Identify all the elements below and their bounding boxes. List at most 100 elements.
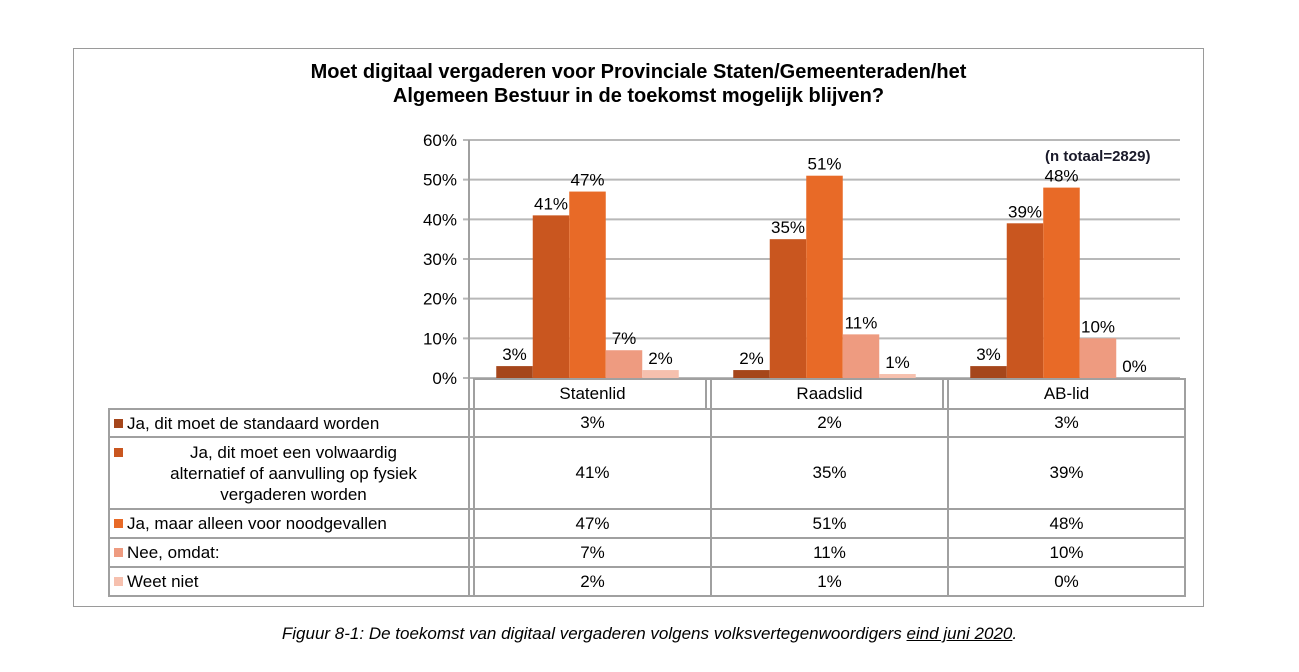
table-row: Weet niet 2% 1% 0% <box>108 566 1186 597</box>
value: 47% <box>575 513 610 533</box>
bar <box>605 350 643 378</box>
value: 7% <box>580 542 605 562</box>
data-label: 10% <box>1081 317 1115 336</box>
cell-value: 0% <box>947 566 1186 597</box>
y-tick-label: 40% <box>423 210 457 229</box>
y-tick-label: 60% <box>423 131 457 150</box>
legend-label: Weet niet <box>127 572 199 591</box>
cell-value: 35% <box>710 436 949 510</box>
legend-label: alternatief of aanvulling op fysiek <box>170 463 417 483</box>
table-row: Ja, dit moet een volwaardig alternatief … <box>108 436 1186 510</box>
data-label: 2% <box>739 349 764 368</box>
bar <box>1006 223 1044 378</box>
data-label: 47% <box>570 171 604 190</box>
cell-value: 7% <box>473 537 712 568</box>
data-label: 3% <box>502 345 527 364</box>
chart-title: Moet digitaal vergaderen voor Provincial… <box>73 60 1204 108</box>
value: 3% <box>580 413 605 432</box>
cell-value: 48% <box>947 508 1186 539</box>
data-table: Statenlid Raadslid AB-lid Ja, dit moet d… <box>108 378 1186 597</box>
bar <box>569 191 606 378</box>
y-tick-label: 10% <box>423 329 457 348</box>
bar <box>532 215 570 378</box>
chart-title-line: Moet digitaal vergaderen voor Provincial… <box>310 61 967 83</box>
data-label: 1% <box>885 353 910 372</box>
legend-swatch <box>114 519 123 529</box>
data-label: 51% <box>807 155 841 174</box>
value: 3% <box>1054 413 1079 432</box>
y-tick-label: 50% <box>423 171 457 190</box>
value: 1% <box>817 571 842 591</box>
value: 11% <box>813 542 846 562</box>
value: 41% <box>575 463 610 482</box>
legend-label: Nee, omdat: <box>127 543 220 562</box>
cell-value: 2% <box>710 408 949 438</box>
bar <box>733 370 770 378</box>
cell-value: 3% <box>947 408 1186 438</box>
legend-swatch <box>114 448 123 457</box>
caption-date: eind juni 2020 <box>906 624 1013 643</box>
data-label: 2% <box>648 349 673 368</box>
legend-label: Ja, dit moet een volwaardig <box>190 442 397 462</box>
data-label: 7% <box>612 329 637 348</box>
cell-value: 41% <box>473 436 712 510</box>
category-label: Statenlid <box>473 378 712 410</box>
cell-value: 3% <box>473 408 712 438</box>
value: 35% <box>812 463 847 482</box>
legend-label: Ja, dit moet de standaard worden <box>127 413 380 433</box>
cell-value: 39% <box>947 436 1186 510</box>
cell-value: 47% <box>473 508 712 539</box>
data-label: 35% <box>771 218 805 237</box>
legend-entry: Weet niet <box>108 566 475 597</box>
bar <box>769 239 807 378</box>
chart-title-line: Algemeen Bestuur in de toekomst mogelijk… <box>392 85 885 107</box>
bar <box>806 175 843 378</box>
caption-text: Figuur 8-1: De toekomst van digitaal ver… <box>281 624 907 643</box>
data-label: 0% <box>1122 357 1147 376</box>
bar <box>642 370 679 378</box>
cell-value: 51% <box>710 508 949 539</box>
data-label: 11% <box>845 313 878 332</box>
value: 10% <box>1049 542 1084 562</box>
value: 39% <box>1049 463 1084 482</box>
legend-entry: Ja, dit moet een volwaardig alternatief … <box>108 436 475 510</box>
value: 0% <box>1054 571 1079 591</box>
value: 51% <box>812 513 847 533</box>
legend-swatch <box>114 548 123 558</box>
category-label: Raadslid <box>710 378 949 410</box>
data-label: 3% <box>976 345 1001 364</box>
category-label: AB-lid <box>947 378 1186 410</box>
bar <box>879 374 916 378</box>
cell-value: 1% <box>710 566 949 597</box>
bar <box>1079 338 1117 378</box>
table-row: Ja, maar alleen voor noodgevallen 47% 51… <box>108 508 1186 539</box>
table-corner <box>109 379 475 409</box>
data-label: 48% <box>1044 167 1078 186</box>
legend-swatch <box>114 418 123 428</box>
value: 2% <box>580 571 605 591</box>
bar <box>496 366 533 378</box>
legend-swatch <box>114 577 123 587</box>
legend-entry: Nee, omdat: <box>108 537 475 568</box>
cell-value: 2% <box>473 566 712 597</box>
table-row: Nee, omdat: 7% 11% 10% <box>108 537 1186 568</box>
bar <box>970 366 1007 378</box>
legend-entry: Ja, dit moet de standaard worden <box>108 408 475 438</box>
y-tick-label: 30% <box>423 250 457 269</box>
table-row: Ja, dit moet de standaard worden 3% 2% 3… <box>108 408 1186 438</box>
caption-end: . <box>1012 624 1018 643</box>
bar <box>842 334 880 378</box>
figure-frame <box>73 48 1204 607</box>
legend-entry: Ja, maar alleen voor noodgevallen <box>108 508 475 539</box>
sample-size-annotation: (n totaal=2829) <box>1045 148 1150 165</box>
bar <box>1043 187 1080 378</box>
data-label: 41% <box>534 194 568 213</box>
y-tick-label: 20% <box>423 290 457 309</box>
legend-label: Ja, maar alleen voor noodgevallen <box>127 514 387 533</box>
cell-value: 10% <box>947 537 1186 568</box>
figure-caption: Figuur 8-1: De toekomst van digitaal ver… <box>0 624 1299 644</box>
data-label: 39% <box>1008 202 1042 221</box>
cell-value: 11% <box>710 537 949 568</box>
value: 48% <box>1049 513 1084 533</box>
